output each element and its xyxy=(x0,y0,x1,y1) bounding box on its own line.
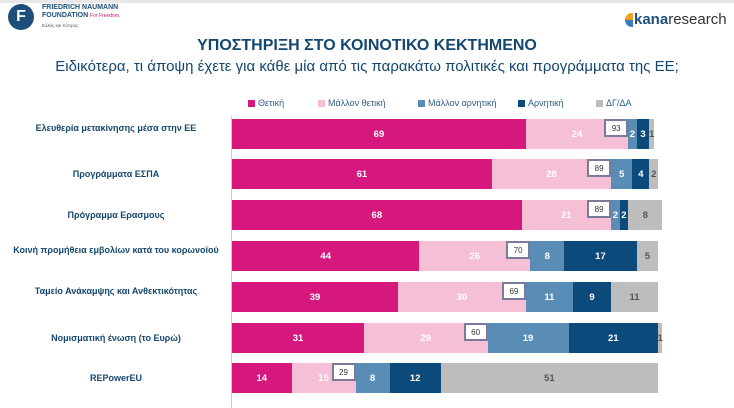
kanaresearch-logo: kana research xyxy=(625,11,727,28)
bar-segment: 14 xyxy=(232,363,292,393)
legend-item: Αρνητική xyxy=(518,98,596,108)
category-label: Προγράμματα ΕΣΠΑ xyxy=(72,169,160,179)
bar-segment: 8 xyxy=(355,363,390,393)
bar-segment: 69 xyxy=(232,119,526,149)
legend-item: Μάλλον αρνητική xyxy=(418,98,518,108)
legend-item: Θετική xyxy=(248,98,318,108)
chart-subtitle: Ειδικότερα, τι άποψη έχετε για κάθε μία … xyxy=(55,58,679,75)
category-label: Ταμείο Ανάκαμψης και Ανθεκτικότητας xyxy=(34,286,198,296)
bar-segment: 3 xyxy=(636,119,650,149)
bar-segment: 31 xyxy=(232,323,365,353)
fnf-logo: F FRIEDRICH NAUMANN FOUNDATION For Freedo… xyxy=(8,4,120,30)
bar-segment: 8 xyxy=(628,200,663,230)
legend-item: ΔΓ/ΔΑ xyxy=(596,98,631,108)
net-positive-label: 70 xyxy=(506,241,531,259)
bar-segment: 5 xyxy=(636,241,658,271)
bar-segment: 11 xyxy=(525,282,573,312)
axis-line xyxy=(231,116,232,408)
bar-segment: 11 xyxy=(611,282,658,312)
bar-segment: 5 xyxy=(611,159,633,189)
legend-item: Μάλλον θετική xyxy=(318,98,418,108)
legend: Θετική Μάλλον θετική Μάλλον αρνητική Αρνητι… xyxy=(248,98,631,108)
legend-label: Θετική xyxy=(258,98,285,108)
category-label: Ελευθερία μετακίνησης μέσα στην ΕΕ xyxy=(35,123,197,133)
top-border xyxy=(0,0,734,3)
legend-label: ΔΓ/ΔΑ xyxy=(606,98,632,108)
net-positive-label: 89 xyxy=(587,200,612,218)
category-label: Κοινή προμήθεια εμβολίων κατά του κορωνο… xyxy=(13,245,219,255)
bar-segment: 2 xyxy=(649,159,658,189)
bar-segment: 2 xyxy=(619,200,629,230)
bar-segment: 21 xyxy=(568,323,658,353)
bar-segment: 2 xyxy=(628,119,637,149)
legend-label: Αρνητική xyxy=(528,98,564,108)
legend-swatch xyxy=(596,99,603,107)
bar-segment: 39 xyxy=(232,282,399,312)
legend-swatch xyxy=(418,99,425,107)
chart-title: ΥΠΟΣΤΗΡΙΞΗ ΣΤΟ ΚΟΙΝΟΤΙΚΟ ΚΕΚΤΗΜΕΝΟ xyxy=(197,37,537,54)
net-positive-label: 89 xyxy=(587,159,612,177)
legend-swatch xyxy=(518,99,525,107)
bar-segment: 1 xyxy=(649,119,654,149)
bar-segment: 61 xyxy=(232,159,492,189)
bar-segment: 12 xyxy=(389,363,441,393)
fnf-logo-icon: F xyxy=(8,4,34,30)
bar-segment: 2 xyxy=(611,200,620,230)
legend-swatch xyxy=(248,99,255,107)
category-label: REPowerEU xyxy=(89,373,142,383)
net-positive-label: 29 xyxy=(331,363,356,381)
bar-segment: 44 xyxy=(232,241,420,271)
bar-segment: 4 xyxy=(632,159,650,189)
bar-segment: 8 xyxy=(530,241,565,271)
bar-segment: 68 xyxy=(232,200,522,230)
net-positive-label: 60 xyxy=(463,323,488,341)
bar-segment: 17 xyxy=(564,241,637,271)
bar-segment: 51 xyxy=(440,363,658,393)
category-label: Πρόγραμμα Ερασμους xyxy=(67,210,165,220)
net-positive-label: 69 xyxy=(501,282,526,300)
legend-label: Μάλλον αρνητική xyxy=(428,98,497,108)
legend-label: Μάλλον θετική xyxy=(328,98,386,108)
category-label: Νομισματική ένωση (το Ευρώ) xyxy=(51,333,181,343)
net-positive-label: 93 xyxy=(604,119,629,137)
bar-segment: 1 xyxy=(657,323,663,353)
bar-segment: 19 xyxy=(487,323,569,353)
bar-segment: 9 xyxy=(572,282,612,312)
legend-swatch xyxy=(318,99,325,107)
